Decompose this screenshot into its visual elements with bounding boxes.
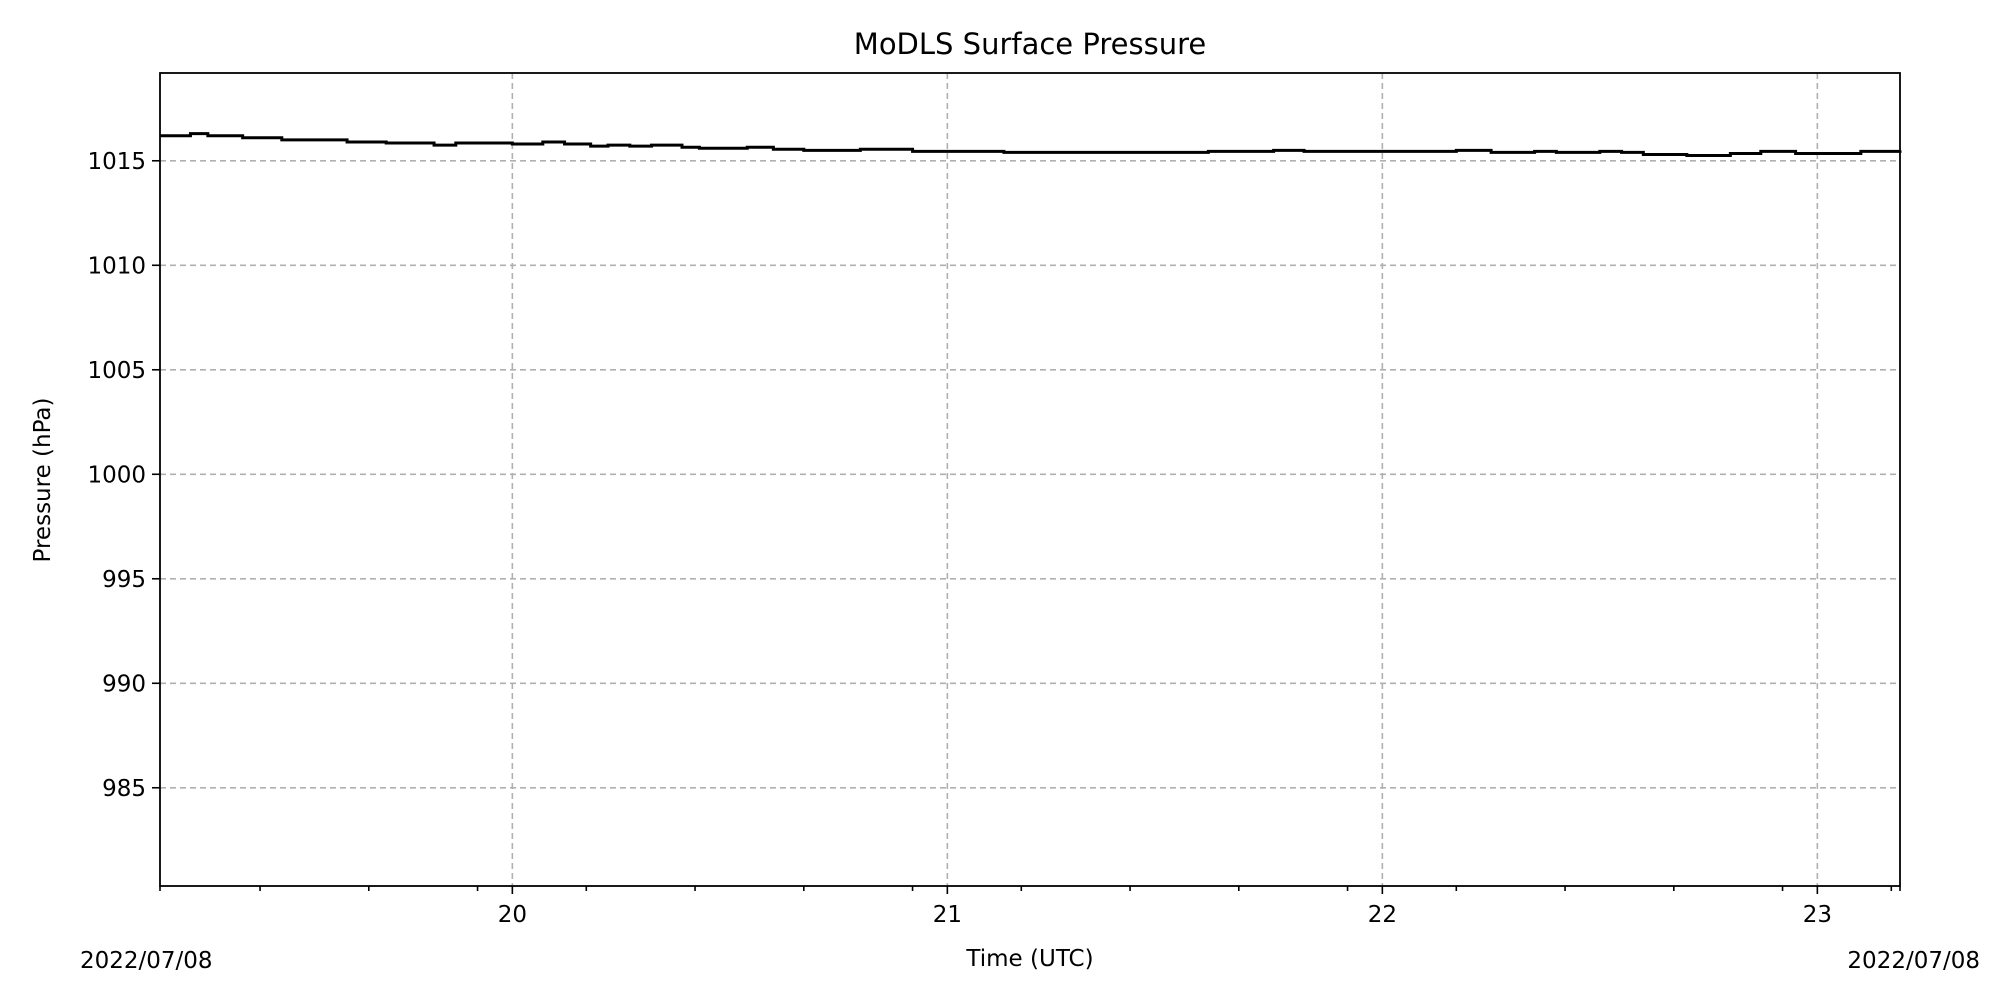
y-tick-label: 1015: [87, 149, 146, 175]
series-layer: [160, 132, 1902, 158]
x-tick-label: 23: [1803, 902, 1832, 928]
y-tick-label: 1005: [87, 358, 146, 384]
y-tick-label: 985: [102, 776, 146, 802]
plot-frame: [159, 72, 1901, 887]
x-tick-label: 20: [498, 902, 527, 928]
y-tick-label: 990: [102, 671, 146, 697]
y-tick-label: 1010: [87, 253, 146, 279]
y-tick-label: 995: [102, 567, 146, 593]
pressure-series-line: [160, 132, 1902, 158]
y-axis-title: Pressure (hPa): [30, 398, 56, 563]
x-axis-title: Time (UTC): [965, 946, 1093, 972]
x-tick-label: 22: [1368, 902, 1397, 928]
date-label-right: 2022/07/08: [1847, 948, 1980, 974]
axis-layer: 985 990 995 1000 1005 1010 1015 20 21 22 23: [87, 149, 1901, 928]
x-tick-label: 21: [933, 902, 962, 928]
y-tick-label: 1000: [87, 462, 146, 488]
chart-title: MoDLS Surface Pressure: [854, 27, 1206, 61]
date-label-left: 2022/07/08: [80, 948, 213, 974]
grid-layer: [160, 73, 1900, 886]
